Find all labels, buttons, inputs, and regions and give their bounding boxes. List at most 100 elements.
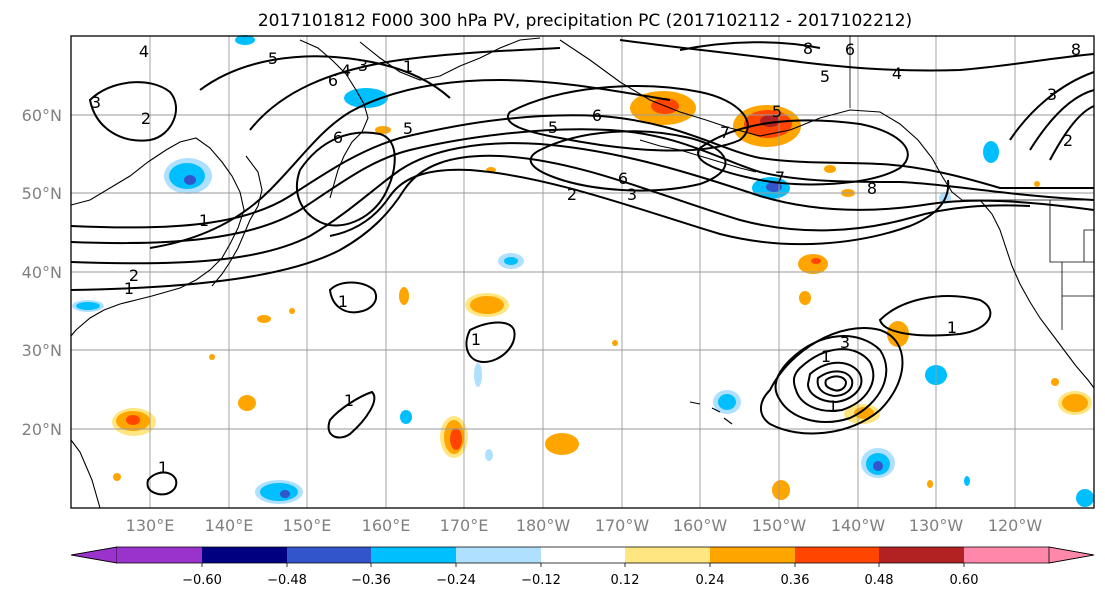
- precip-positive: [289, 308, 295, 314]
- contour-label: 6: [592, 106, 602, 125]
- contour-label: 6: [333, 128, 343, 147]
- japan-coastline: [211, 155, 263, 287]
- contour-label: 1: [338, 292, 348, 311]
- colorbar-tick-label: −0.48: [267, 573, 307, 588]
- colorbar: −0.60 −0.48 −0.36 −0.24 −0.12 0.12 0.24 …: [70, 546, 1095, 588]
- precip-positive: [1062, 394, 1088, 412]
- precip-positive: [927, 480, 933, 488]
- asia-coastline: [70, 137, 245, 337]
- colorbar-segment: [371, 547, 456, 563]
- precip-positive: [126, 415, 140, 425]
- colorbar-extend-max: [1048, 546, 1095, 564]
- pv-contour: [679, 41, 821, 51]
- precip-negative: [766, 182, 782, 192]
- pv-contour: [70, 154, 1031, 291]
- lon-label: 170°W: [595, 516, 650, 535]
- lon-label: 140°W: [831, 516, 886, 535]
- pv-contour: [760, 327, 904, 435]
- pv-contour: [806, 361, 863, 404]
- colorbar-tick-label: −0.12: [521, 573, 561, 588]
- contour-label: 1: [124, 279, 134, 298]
- contour-label: 5: [772, 102, 782, 121]
- pv-contour: [146, 471, 178, 496]
- lon-label: 150°W: [752, 516, 807, 535]
- colorbar-ticks: [201, 563, 965, 567]
- contour-label: 5: [268, 49, 278, 68]
- pv-contour: [70, 128, 1095, 245]
- colorbar-segment: [202, 547, 287, 563]
- pv-contour: [792, 348, 875, 412]
- colorbar-tick-label: 0.48: [865, 573, 894, 588]
- colorbar-tick-label: −0.24: [436, 573, 476, 588]
- contour-label: 4: [892, 64, 902, 83]
- north-america-coastline: [979, 199, 1095, 389]
- lat-label: 30°N: [22, 341, 62, 360]
- contour-label: 6: [845, 40, 855, 59]
- colorbar-tick-label: 0.36: [781, 573, 810, 588]
- alaska-coastline: [559, 39, 963, 201]
- precip-positive: [113, 473, 121, 481]
- contour-label: 2: [1063, 131, 1073, 150]
- colorbar-segment: [456, 547, 541, 563]
- precip-positive: [612, 340, 618, 346]
- colorbar-tick-label: −0.36: [351, 573, 391, 588]
- contour-labels: 4 5 3 1 5 8 6 6 4 8 2 3 5 6 7 6 4 5 6 2 …: [91, 39, 1081, 477]
- lon-label: 120°W: [988, 516, 1043, 535]
- pv-contour: [199, 55, 451, 99]
- colorbar-tick-label: 0.12: [611, 573, 640, 588]
- precip-positive: [238, 395, 256, 411]
- longitude-labels: 130°E 140°E 150°E 160°E 170°E 180°W 170°…: [126, 516, 1043, 535]
- lon-label: 150°E: [283, 516, 332, 535]
- precip-positive: [1051, 378, 1059, 386]
- lon-label: 170°E: [440, 516, 489, 535]
- precip-positive: [470, 296, 504, 314]
- contour-label: 3: [840, 333, 850, 352]
- pv-contour: [878, 295, 992, 337]
- contour-label: 8: [803, 39, 813, 58]
- colorbar-segment: [879, 547, 964, 563]
- pv-contour: [529, 130, 727, 192]
- precip-positive: [1034, 181, 1040, 187]
- precip-negative: [964, 476, 970, 486]
- colorbar-tick-label: 0.60: [950, 573, 979, 588]
- state-borders: [1049, 200, 1094, 330]
- pv-contours: [70, 39, 1095, 496]
- contour-label: 3: [91, 93, 101, 112]
- pv-contour: [295, 131, 396, 227]
- lon-label: 160°W: [673, 516, 728, 535]
- contour-label: 7: [720, 123, 730, 142]
- aleutian-islands: [639, 139, 757, 173]
- contour-label: 6: [328, 71, 338, 90]
- contour-label: 4: [139, 42, 149, 61]
- contour-label: 1: [821, 347, 831, 366]
- pv-contour: [816, 370, 854, 398]
- contour-label: 1: [199, 211, 209, 230]
- map-title: 2017101812 F000 300 hPa PV, precipitatio…: [258, 11, 912, 31]
- precip-negative: [344, 88, 388, 108]
- pv-contour: [506, 85, 749, 152]
- precip-positive: [854, 407, 874, 419]
- precip-positive: [257, 315, 271, 323]
- precip-negative: [983, 141, 999, 163]
- precip-positive: [375, 126, 391, 134]
- colorbar-segment: [964, 547, 1049, 563]
- contour-label: 3: [1047, 85, 1057, 104]
- latitude-labels: 60°N 50°N 40°N 30°N 20°N: [22, 106, 62, 439]
- colorbar-segment: [795, 547, 879, 563]
- contour-label: 4: [341, 61, 351, 80]
- colorbar-outline: [70, 546, 1095, 564]
- graticule: [71, 36, 1094, 508]
- precip-negative: [235, 35, 255, 45]
- precip-negative: [718, 394, 736, 410]
- pv-contour: [774, 335, 888, 423]
- contour-label: 1: [947, 318, 957, 337]
- pv-contour: [465, 321, 516, 364]
- precip-positive: [799, 291, 811, 305]
- contour-label: 7: [775, 168, 785, 187]
- contour-label: 5: [548, 118, 558, 137]
- colorbar-tick-label: −0.60: [182, 573, 222, 588]
- pv-contour: [88, 81, 177, 142]
- precip-negative: [1076, 489, 1094, 507]
- precip-positive: [450, 428, 462, 450]
- precip-negative: [260, 483, 298, 501]
